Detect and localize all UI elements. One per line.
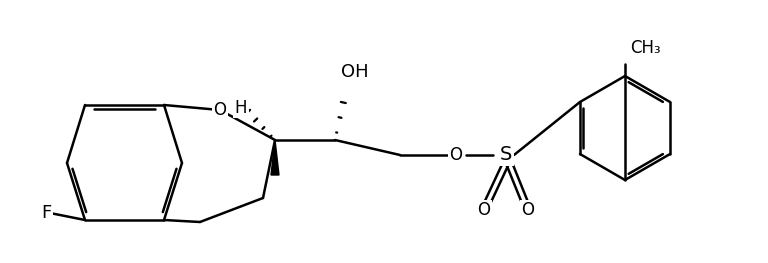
Polygon shape	[271, 140, 279, 175]
Text: O: O	[521, 201, 535, 219]
Text: F: F	[41, 204, 51, 222]
Text: S: S	[500, 145, 512, 164]
Text: CH₃: CH₃	[630, 39, 660, 57]
Text: O: O	[478, 201, 491, 219]
Text: OH: OH	[341, 63, 369, 81]
Text: O: O	[449, 146, 462, 164]
Text: H: H	[235, 99, 247, 117]
Text: O: O	[214, 101, 227, 119]
